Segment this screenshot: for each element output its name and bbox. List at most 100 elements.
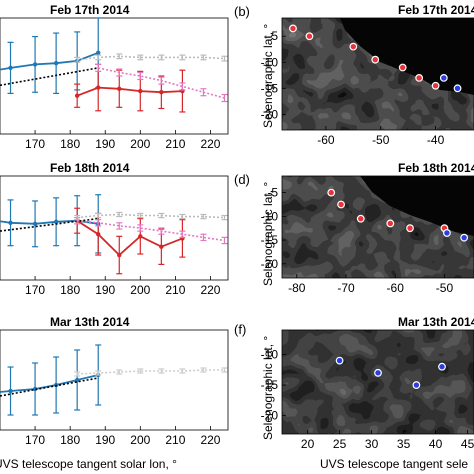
data-point	[8, 220, 13, 225]
red-marker	[398, 63, 407, 72]
panel-c-xticks: 170 180 190 200 210 220	[25, 276, 221, 297]
x-tick-label: 40	[429, 437, 443, 451]
data-point	[8, 65, 13, 71]
y-tick-label: -20	[261, 107, 279, 121]
panel-f-ticks: 20 25 30 35 40 45 -10 -15 -20	[261, 347, 474, 451]
blue-marker	[412, 381, 421, 389]
red-marker	[327, 188, 336, 197]
x-tick-label: 210	[165, 433, 185, 447]
panel-d-label: (d)	[234, 172, 250, 187]
panel-a-series	[0, 18, 228, 113]
x-tick-label: -50	[436, 281, 454, 295]
y-tick-label: -5	[267, 29, 278, 43]
panel-e-series	[0, 344, 228, 416]
series-line-1	[76, 219, 183, 257]
x-tick-label: 190	[95, 283, 115, 297]
data-point	[159, 244, 164, 249]
x-tick-label: -50	[372, 133, 390, 147]
y-tick-label: -15	[261, 81, 279, 95]
red-marker	[406, 224, 414, 233]
panel-b-ylabel: Selenographic lat, °	[261, 24, 275, 128]
panel-e-xlabel: UVS telescope tangent solar lon, °	[0, 457, 177, 471]
panel-b-ticks: -60 -50 -40 -5 -10 -15 -20	[261, 29, 445, 147]
data-point	[159, 90, 164, 95]
y-tick-label: -10	[261, 209, 279, 223]
panel-c-frame	[0, 175, 229, 281]
panel-d-points	[327, 188, 469, 242]
blue-marker	[374, 368, 382, 377]
y-tick-label: -20	[261, 257, 279, 271]
x-tick-label: 25	[333, 437, 347, 451]
panel-b: (b) Feb 17th 2014 -60 -50 -40 -5 -10 -15 -20 S…	[234, 3, 474, 147]
series-line-1	[76, 86, 183, 97]
x-tick-label: 170	[25, 137, 45, 151]
x-tick-label: -40	[427, 133, 445, 147]
panel-b-frame	[281, 17, 474, 131]
y-tick-label: -15	[261, 378, 279, 392]
x-tick-label: 190	[95, 433, 115, 447]
red-marker	[337, 200, 345, 209]
y-tick-label: -20	[261, 409, 279, 423]
red-marker	[356, 214, 365, 223]
x-tick-label: 200	[130, 433, 150, 447]
panel-d-ylabel: Selenographic lat, °	[261, 182, 275, 286]
data-point	[53, 219, 59, 224]
series-line-0	[0, 374, 99, 393]
panel-e-frame	[0, 329, 229, 431]
x-tick-label: 200	[130, 283, 150, 297]
series-line-3	[77, 219, 225, 242]
x-tick-label: 30	[365, 437, 379, 451]
panel-f-points	[335, 356, 446, 389]
red-marker	[386, 219, 395, 228]
blue-marker	[443, 229, 451, 237]
y-tick-label: -10	[261, 347, 279, 361]
x-tick-label: 180	[60, 433, 80, 447]
blue-marker	[439, 74, 448, 82]
x-tick-label: 45	[461, 437, 474, 451]
panel-d-title: Feb 18th 2014	[398, 161, 474, 175]
panel-a-title: Feb 17th 2014	[50, 3, 130, 17]
data-point	[96, 85, 101, 90]
panel-c: Feb 18th 2014 170 180 190 200 210 220	[0, 161, 229, 297]
red-marker	[349, 42, 358, 51]
x-tick-label: 200	[130, 137, 150, 151]
data-point	[96, 232, 101, 237]
data-point	[117, 252, 122, 258]
data-point	[138, 234, 143, 239]
data-point	[32, 221, 38, 227]
x-tick-label: -80	[288, 281, 306, 295]
panel-d-dark-region	[360, 176, 474, 236]
x-tick-label: -60	[317, 133, 335, 147]
x-tick-label: 180	[60, 137, 80, 151]
series-line-1	[0, 377, 99, 397]
series-line-2	[77, 369, 225, 375]
x-tick-label: -70	[337, 281, 355, 295]
panel-f-ylabel: Selenographic lat, °	[261, 336, 275, 440]
y-tick-label: -5	[267, 186, 278, 200]
panel-e-title: Mar 13th 2014	[50, 315, 130, 329]
panel-a-xticks: 170 180 190 200 210 220	[25, 130, 221, 151]
panel-a: Feb 17th 2014 170 180 190 200 210 220	[0, 3, 229, 151]
panel-b-points	[289, 24, 462, 93]
panel-b-label: (b)	[234, 4, 250, 19]
panel-e-xticks: 170 180 190 200 210 220	[25, 426, 221, 447]
data-point	[96, 50, 101, 55]
data-point	[8, 388, 13, 394]
panel-a-frame	[0, 17, 229, 135]
panel-e: Mar 13th 2014 170 180 190 200 210 220 UVS tel…	[0, 315, 229, 471]
x-tick-label: -60	[387, 281, 405, 295]
x-tick-label: 210	[165, 283, 185, 297]
x-tick-label: 170	[25, 433, 45, 447]
panel-f-xlabel: UVS telescope tangent sele	[320, 457, 468, 471]
panel-b-dark-region	[340, 18, 474, 95]
series-line-2	[0, 67, 99, 87]
y-tick-label: -15	[261, 233, 279, 247]
data-point	[138, 88, 143, 94]
red-marker	[415, 74, 424, 82]
panel-f-contour-fill	[282, 330, 474, 434]
red-marker	[289, 24, 297, 33]
data-point	[32, 62, 38, 67]
panel-d-ticks: -80 -70 -60 -50 -5 -10 -15 -20	[261, 186, 454, 295]
x-tick-label: 35	[397, 437, 411, 451]
